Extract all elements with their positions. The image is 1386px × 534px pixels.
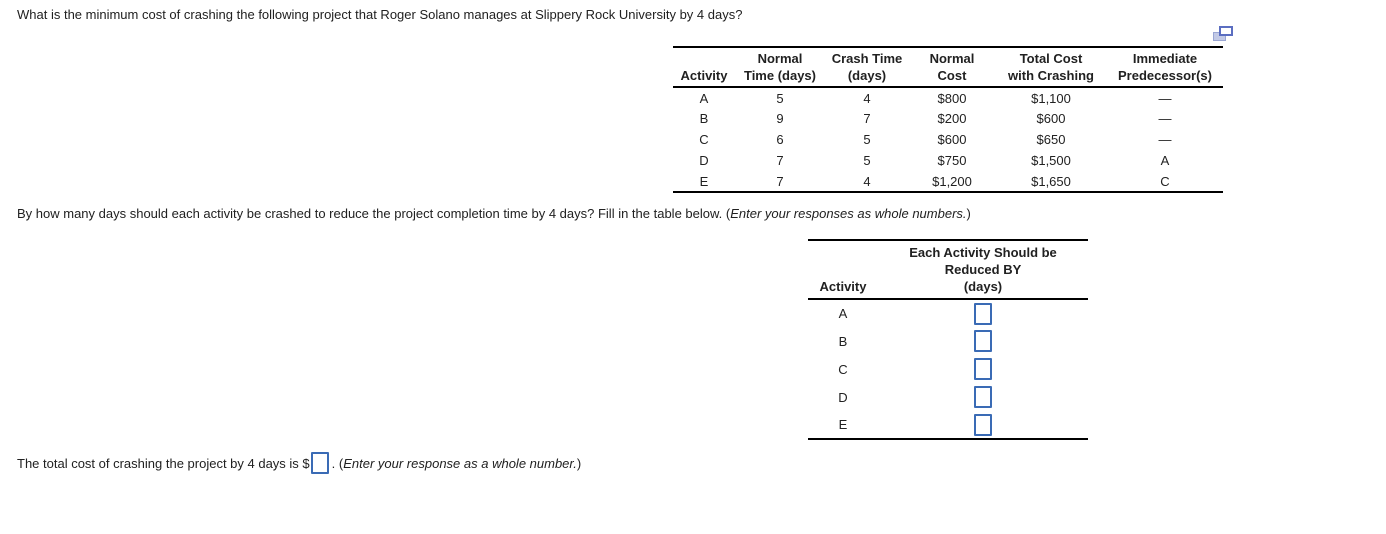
question-3-prefix: The total cost of crashing the project b…	[17, 455, 310, 471]
question-3-suffix: )	[576, 455, 582, 471]
cell-normal-time: 6	[776, 132, 784, 147]
table-row: B 9 7 $200 $600 —	[673, 108, 1223, 129]
question-2-suffix: )	[966, 206, 971, 221]
table-row: C 6 5 $600 $650 —	[673, 129, 1223, 150]
cell-normal-cost: $1,200	[932, 173, 972, 189]
cell-activity: A	[838, 306, 848, 321]
col-header-normal-time: Normal Time (days)	[735, 47, 825, 88]
cell-total-cost: $1,500	[1031, 153, 1071, 168]
cell-predecessor: A	[1160, 153, 1170, 168]
cell-total-cost: $1,650	[1031, 173, 1071, 189]
cell-activity: D	[699, 153, 709, 168]
cell-predecessor: —	[1158, 132, 1172, 147]
col-header-crash-time: Crash Time (days)	[825, 47, 909, 88]
reduction-days-input-e[interactable]	[974, 413, 992, 436]
cell-total-cost: $600	[1036, 111, 1066, 126]
question-3-instruction: Enter your response as a whole number.	[343, 455, 577, 471]
question-2-prefix: By how many days should each activity be…	[17, 206, 731, 221]
cell-predecessor: —	[1158, 111, 1172, 126]
crash-cost-table-header: Activity Normal Time (days) Crash Time (da…	[673, 47, 1223, 88]
reduction-days-input-d[interactable]	[974, 386, 992, 408]
cell-predecessor: C	[1160, 173, 1170, 189]
table-row: E	[808, 411, 1088, 439]
cell-total-cost: $650	[1036, 132, 1066, 147]
question-1-text: What is the minimum cost of crashing the…	[17, 7, 743, 22]
cell-activity: E	[838, 417, 848, 432]
question-3-text: The total cost of crashing the project b…	[17, 450, 581, 476]
cell-activity: E	[699, 173, 709, 189]
cell-activity: A	[699, 90, 709, 106]
col-header-total-cost: Total Cost with Crashing	[995, 47, 1107, 88]
table-row: D 7 5 $750 $1,500 A	[673, 150, 1223, 171]
table-row: E 7 4 $1,200 $1,650 C	[673, 171, 1223, 192]
reduction-days-input-b[interactable]	[974, 330, 992, 352]
cell-crash-time: 4	[863, 90, 871, 106]
cell-normal-time: 7	[776, 153, 784, 168]
cell-crash-time: 5	[863, 132, 871, 147]
cell-normal-time: 7	[776, 173, 784, 189]
cell-normal-time: 9	[776, 111, 784, 126]
cell-normal-cost: $200	[937, 111, 967, 126]
duplicate-question-icon[interactable]	[1213, 26, 1234, 43]
table-row: B	[808, 327, 1088, 355]
reduction-days-input-a[interactable]	[974, 302, 992, 325]
cell-activity: C	[699, 132, 709, 147]
table-row: D	[808, 383, 1088, 411]
cell-crash-time: 4	[863, 173, 871, 189]
crash-cost-table: Activity Normal Time (days) Crash Time (da…	[673, 46, 1223, 193]
table-row: A 5 4 $800 $1,100 —	[673, 87, 1223, 108]
cell-normal-cost: $600	[937, 132, 967, 147]
reduction-entry-table: Each Activity Should be Reduced BY Activ…	[808, 239, 1088, 440]
cell-activity: C	[838, 361, 848, 377]
cell-activity: B	[838, 333, 848, 349]
col-header-normal-cost: Normal Cost	[909, 47, 995, 88]
col-header-reduced-by: Each Activity Should be Reduced BY	[909, 245, 1057, 277]
cell-total-cost: $1,100	[1031, 90, 1071, 106]
col-header-activity: Activity	[673, 47, 735, 88]
duplicate-icon-front-rectangle	[1219, 26, 1233, 36]
cell-activity: B	[699, 111, 709, 126]
table-row: A	[808, 299, 1088, 327]
reduction-days-input-c[interactable]	[974, 358, 992, 380]
col-header-days: (days)	[878, 278, 1088, 300]
question-3-mid: . (	[331, 455, 344, 471]
cell-normal-cost: $800	[937, 90, 967, 106]
table-row: C	[808, 355, 1088, 383]
question-2-text: By how many days should each activity be…	[17, 206, 971, 221]
question-2-instruction: Enter your responses as whole numbers.	[730, 206, 967, 221]
col-header-activity: Activity	[808, 278, 878, 300]
header-spacer	[808, 240, 878, 278]
cell-normal-time: 5	[776, 90, 784, 106]
cell-normal-cost: $750	[937, 153, 967, 168]
reduction-table-header: Each Activity Should be Reduced BY Activ…	[808, 240, 1088, 300]
cell-predecessor: —	[1158, 90, 1172, 106]
cell-crash-time: 7	[863, 111, 871, 126]
col-header-predecessor: Immediate Predecessor(s)	[1107, 47, 1223, 88]
cell-crash-time: 5	[863, 153, 871, 168]
cell-activity: D	[838, 389, 848, 405]
total-cost-input[interactable]	[310, 452, 329, 474]
